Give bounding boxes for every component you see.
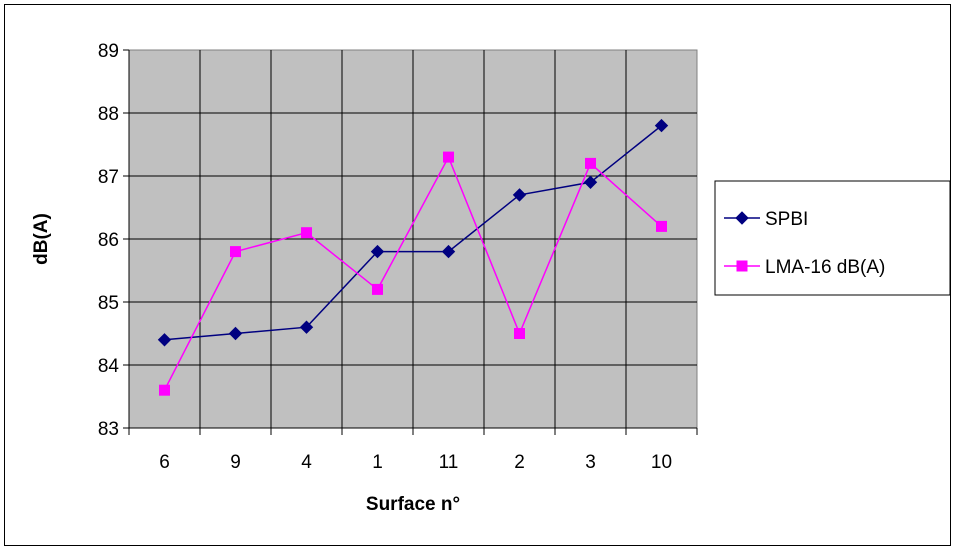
data-point	[583, 175, 598, 190]
x-tick-label: 4	[301, 452, 312, 473]
data-point	[512, 188, 527, 202]
data-point	[370, 244, 385, 259]
data-point	[299, 320, 314, 334]
y-tick-label: 86	[98, 230, 119, 251]
y-tick-label: 85	[98, 293, 119, 314]
data-point	[230, 246, 241, 258]
x-tick-label: 11	[439, 452, 459, 473]
data-point	[656, 220, 667, 232]
data-point	[441, 244, 456, 259]
series-line	[164, 125, 662, 341]
y-tick-label: 88	[98, 104, 119, 125]
series-1	[159, 151, 667, 396]
x-tick-label: 1	[372, 452, 383, 473]
x-axis-title: Surface n°	[366, 494, 460, 515]
y-tick-label: 89	[98, 41, 119, 62]
x-tick-labels: 6 9 4 1 11 2 3 10	[159, 452, 672, 473]
y-tick-labels: 83 84 85 86 87 88 89	[98, 41, 120, 440]
chart-frame: 83 84 85 86 87 88 89 6 9 4 1 11 2 3 10 Surface n° dB(…	[4, 4, 951, 546]
data-point	[372, 283, 383, 295]
x-tick-label: 10	[651, 452, 672, 473]
series-0	[157, 118, 669, 347]
legend: SPBI LMA-16 dB(A)	[714, 180, 951, 296]
x-tick-label: 3	[585, 452, 596, 473]
y-axis-title: dB(A)	[31, 213, 52, 265]
legend-label: SPBI	[765, 209, 808, 230]
y-tick-label: 87	[98, 167, 119, 188]
axes	[123, 49, 698, 435]
data-point	[228, 326, 243, 341]
legend-marker	[735, 211, 749, 225]
data-point	[443, 151, 454, 163]
y-tick-label: 84	[98, 356, 120, 377]
series-line	[163, 155, 662, 391]
data-point	[514, 328, 525, 339]
legend-entry: SPBI	[724, 209, 808, 230]
data-point	[159, 384, 170, 396]
series-lines	[157, 118, 669, 396]
x-tick-label: 9	[230, 452, 241, 473]
y-tick-label: 83	[98, 419, 119, 440]
legend-marker	[736, 260, 748, 272]
legend-entry: LMA-16 dB(A)	[724, 257, 885, 278]
data-point	[157, 333, 172, 347]
data-point	[585, 157, 596, 169]
data-point	[654, 118, 669, 133]
x-tick-label: 2	[514, 452, 525, 473]
grid-lines	[129, 50, 697, 428]
legend-label: LMA-16 dB(A)	[765, 257, 885, 278]
data-point	[301, 227, 312, 239]
x-tick-label: 6	[159, 452, 170, 473]
